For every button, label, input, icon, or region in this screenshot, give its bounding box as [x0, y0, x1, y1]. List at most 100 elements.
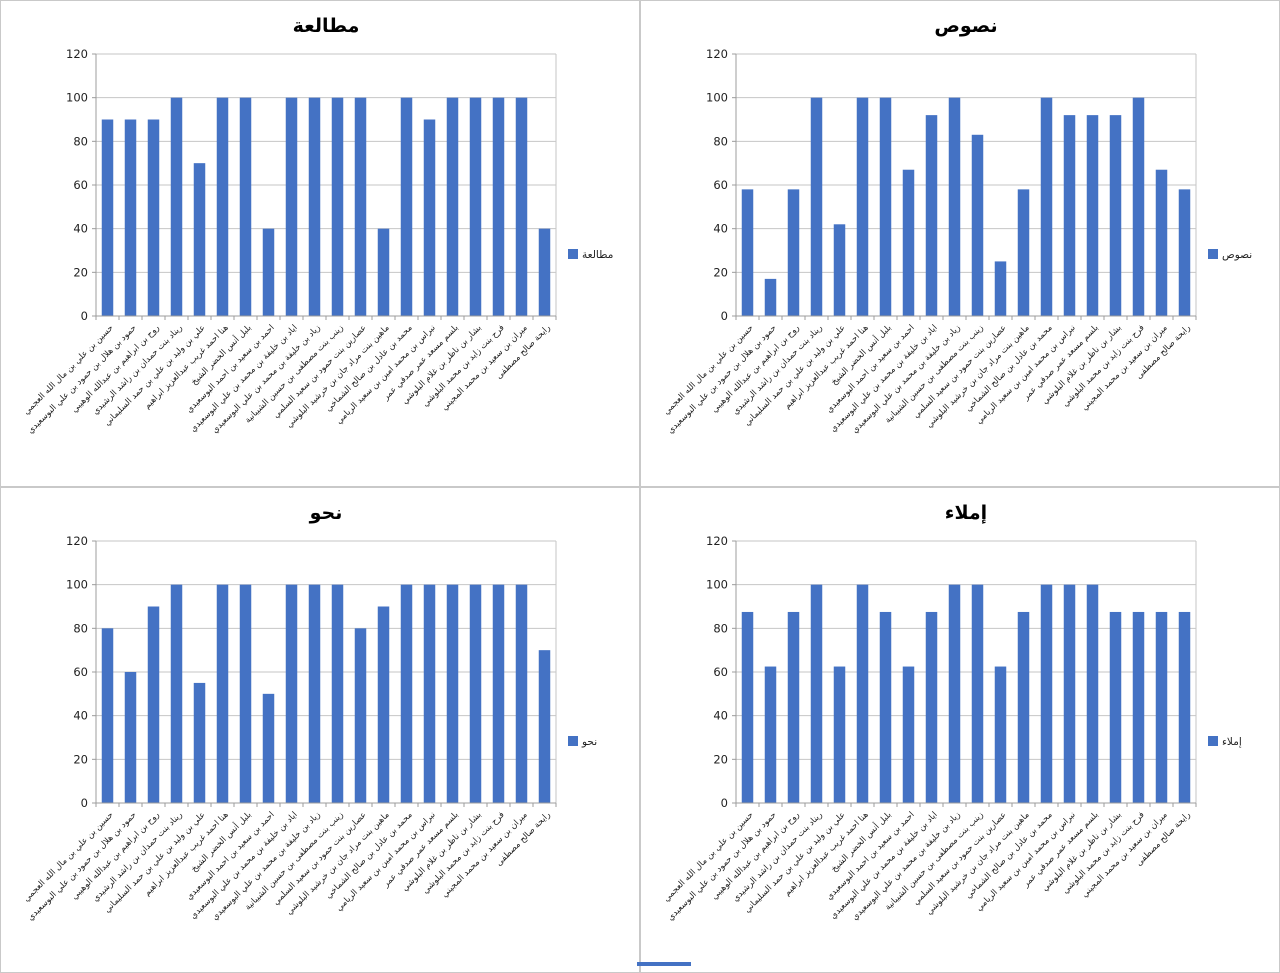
y-tick-label: 80 [713, 134, 728, 148]
bar [239, 97, 252, 317]
bar [879, 97, 892, 317]
bar [101, 119, 114, 316]
bar [810, 97, 823, 317]
bar [285, 584, 298, 803]
chart-panel-dictation[interactable]: 0 20 40 60 80 100 120 حسين بن علي بن مال الله ا… [640, 487, 1280, 973]
bar [216, 97, 229, 317]
bar [856, 584, 869, 803]
bar [446, 97, 459, 317]
bar [400, 97, 413, 317]
chart-title: مطالعة [293, 15, 360, 37]
bar [285, 97, 298, 317]
bar [1132, 97, 1145, 317]
bar [492, 584, 505, 803]
y-tick-label: 20 [713, 752, 728, 766]
bar [147, 606, 160, 803]
bar [994, 666, 1007, 803]
y-tick-label: 100 [706, 578, 728, 592]
bar [1017, 189, 1030, 316]
bar [1132, 611, 1145, 803]
bar [764, 278, 777, 316]
bar [787, 189, 800, 316]
y-tick-label: 0 [81, 796, 88, 810]
bar [741, 189, 754, 316]
bar [948, 97, 961, 317]
bar [492, 97, 505, 317]
y-tick-label: 80 [73, 134, 88, 148]
bar [1109, 611, 1122, 803]
bar [308, 584, 321, 803]
bar [469, 584, 482, 803]
bar [423, 584, 436, 803]
bar [764, 666, 777, 803]
bar [925, 115, 938, 316]
bar [1086, 584, 1099, 803]
stray-blue-strip [637, 962, 691, 966]
bar [446, 584, 459, 803]
bar [538, 650, 551, 803]
legend-swatch [1208, 736, 1218, 746]
y-tick-label: 60 [73, 665, 88, 679]
bar [262, 228, 275, 316]
chart-title: إملاء [945, 502, 987, 524]
bar [469, 97, 482, 317]
bar [994, 261, 1007, 316]
bar [856, 97, 869, 317]
bar [515, 584, 528, 803]
bar [1017, 611, 1030, 803]
bar [354, 97, 367, 317]
bar [1155, 611, 1168, 803]
y-tick-label: 20 [73, 265, 88, 279]
bar [902, 169, 915, 316]
y-tick-label: 40 [73, 222, 88, 236]
y-tick-label: 120 [66, 534, 88, 548]
y-tick-label: 100 [66, 91, 88, 105]
legend-swatch [1208, 249, 1218, 259]
chart-panel-reading[interactable]: 0 20 40 60 80 100 120 حسين بن علي بن مال الله ا… [0, 0, 640, 487]
bar [1155, 169, 1168, 316]
bar [971, 134, 984, 316]
y-tick-label: 120 [706, 47, 728, 61]
bar [239, 584, 252, 803]
bar [538, 228, 551, 316]
y-tick-label: 20 [73, 752, 88, 766]
legend-label: إملاء [1222, 736, 1242, 748]
bar [1178, 189, 1191, 316]
bar [331, 584, 344, 803]
bar [879, 611, 892, 803]
y-tick-label: 0 [721, 309, 728, 323]
y-tick-label: 120 [66, 47, 88, 61]
bar [400, 584, 413, 803]
y-tick-label: 40 [713, 709, 728, 723]
bar [787, 611, 800, 803]
legend-label: نصوص [1222, 249, 1252, 261]
bar [124, 119, 137, 316]
bar [948, 584, 961, 803]
bar [354, 628, 367, 803]
bar [308, 97, 321, 317]
y-tick-label: 0 [81, 309, 88, 323]
bar [101, 628, 114, 803]
legend-swatch [568, 736, 578, 746]
y-tick-label: 120 [706, 534, 728, 548]
bar [423, 119, 436, 316]
y-tick-label: 40 [73, 709, 88, 723]
chart-title: نصوص [934, 15, 997, 37]
y-tick-label: 60 [713, 178, 728, 192]
bar [170, 584, 183, 803]
bar [810, 584, 823, 803]
y-tick-label: 80 [713, 621, 728, 635]
y-tick-label: 60 [73, 178, 88, 192]
chart-panel-texts[interactable]: 0 20 40 60 80 100 120 حسين بن علي بن مال الله ا… [640, 0, 1280, 487]
bar [1178, 611, 1191, 803]
y-tick-label: 100 [66, 578, 88, 592]
chart-panel-grammar[interactable]: 0 20 40 60 80 100 120 حسين بن علي بن مال الله ا… [0, 487, 640, 973]
bar [193, 682, 206, 803]
